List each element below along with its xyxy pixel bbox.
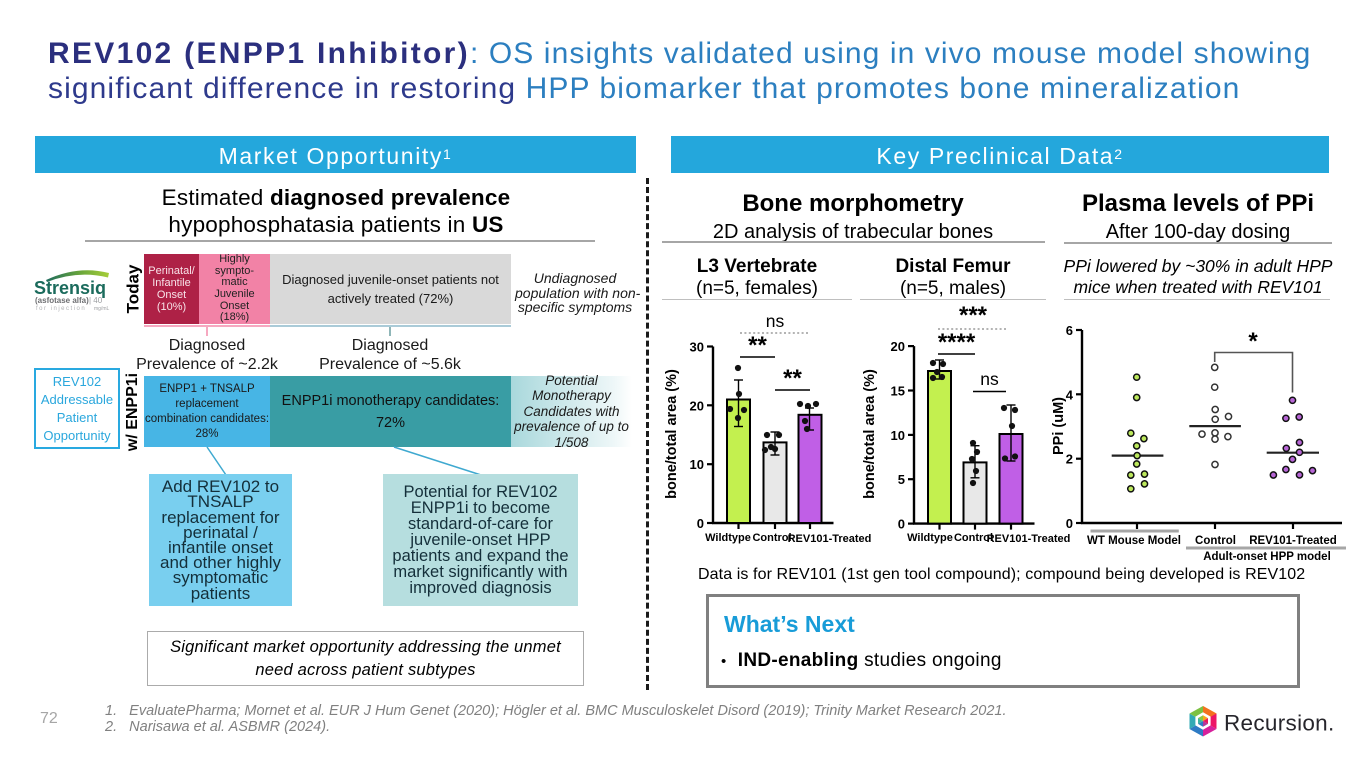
svg-text:*: * <box>1248 328 1258 355</box>
svg-text:Control: Control <box>954 532 993 544</box>
svg-text:bone/total area (%): bone/total area (%) <box>664 369 680 499</box>
svg-text:**: ** <box>748 332 767 359</box>
svg-text:10: 10 <box>891 428 905 443</box>
svg-text:PPi (uM): PPi (uM) <box>1051 397 1067 455</box>
svg-text:WT Mouse Model: WT Mouse Model <box>1087 535 1181 547</box>
svg-text:REV101-Treated: REV101-Treated <box>1249 535 1337 547</box>
svg-text:2: 2 <box>1066 452 1073 467</box>
svg-text:| 40: | 40 <box>89 296 103 305</box>
svg-text:4: 4 <box>1066 387 1074 402</box>
svg-text:0: 0 <box>697 516 704 531</box>
svg-text:Strensiq: Strensiq <box>34 278 106 298</box>
svg-text:ns: ns <box>766 311 785 331</box>
svg-text:20: 20 <box>690 398 704 413</box>
svg-text:30: 30 <box>690 340 704 355</box>
svg-text:20: 20 <box>891 339 905 354</box>
svg-text:**: ** <box>783 365 802 392</box>
svg-text:10: 10 <box>690 457 704 472</box>
svg-text:Adult-onset HPP model: Adult-onset HPP model <box>1203 551 1331 560</box>
svg-text:Control: Control <box>752 532 791 544</box>
svg-text:for injection: for injection <box>36 306 86 312</box>
svg-text:****: **** <box>938 329 976 356</box>
svg-text:Recursion.: Recursion. <box>1224 711 1335 736</box>
svg-text:***: *** <box>959 305 988 329</box>
svg-text:0: 0 <box>898 517 905 532</box>
svg-text:REV101-Treated: REV101-Treated <box>987 533 1070 545</box>
svg-text:Wildtype: Wildtype <box>907 532 953 544</box>
svg-text:mg/mL: mg/mL <box>94 306 110 312</box>
svg-text:REV101-Treated: REV101-Treated <box>788 533 872 545</box>
svg-text:6: 6 <box>1066 323 1073 338</box>
svg-text:0: 0 <box>1066 516 1073 531</box>
svg-text:bone/total area (%): bone/total area (%) <box>862 369 878 499</box>
svg-text:5: 5 <box>898 472 905 487</box>
svg-text:15: 15 <box>891 384 905 399</box>
svg-text:ns: ns <box>980 369 999 389</box>
svg-text:(asfotase alfa): (asfotase alfa) <box>35 296 89 305</box>
svg-text:Control: Control <box>1195 535 1236 547</box>
svg-text:Wildtype: Wildtype <box>705 532 751 544</box>
